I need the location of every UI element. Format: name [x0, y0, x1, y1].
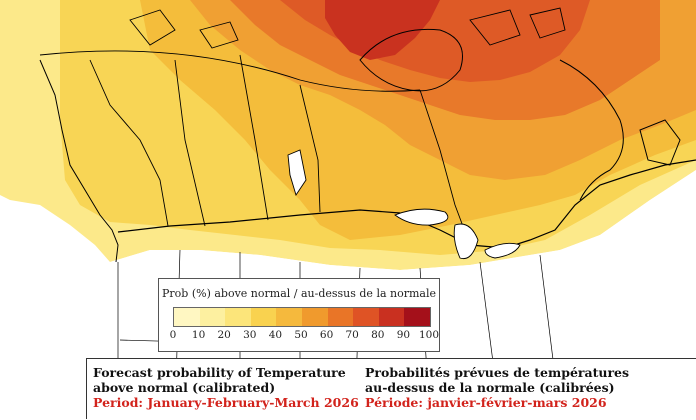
legend-swatch-5: [301, 308, 328, 326]
province-border-sk-mb: [239, 54, 269, 221]
legend-swatch-9: [404, 308, 430, 326]
caption-fr-line2: au-dessus de la normale (calibrées): [365, 380, 615, 395]
newfoundland: [639, 119, 681, 166]
lake-superior: [394, 208, 449, 226]
legend-tick-90: 90: [396, 329, 411, 341]
pacific-coast: [39, 59, 119, 263]
legend-tick-70: 70: [345, 329, 359, 341]
caption-en-line1: Forecast probability of Temperature: [93, 365, 346, 380]
legend-tick-80: 80: [371, 329, 385, 341]
arctic-islands: [129, 7, 566, 49]
legend-swatch-3: [250, 308, 277, 326]
caption-fr-line1: Probabilités prévues de températures: [365, 365, 630, 380]
caption-english: Forecast probability of Temperature abov…: [93, 365, 359, 410]
legend-title: Prob (%) above normal / au-dessus de la …: [162, 287, 436, 300]
legend-swatch-0: [174, 308, 200, 326]
legend-swatch-1: [199, 308, 226, 326]
legend-tick-50: 50: [294, 329, 308, 341]
legend-swatch-4: [276, 308, 302, 326]
province-border-bc-ab: [89, 59, 169, 227]
legend-tick-60: 60: [319, 329, 334, 341]
legend-swatch-7: [353, 308, 379, 326]
lake-winnipeg: [287, 149, 307, 197]
legend-box: Prob (%) above normal / au-dessus de la …: [158, 278, 440, 352]
red-core-zone: [325, 0, 440, 60]
legend-tick-20: 20: [217, 329, 231, 341]
lake-erie-ontario: [484, 242, 521, 259]
legend-tick-0: 0: [169, 329, 177, 341]
legend-tick-10: 10: [191, 329, 206, 341]
lake-michigan-huron: [453, 223, 479, 260]
caption-box: Forecast probability of Temperature abov…: [86, 358, 696, 419]
legend-tick-100: 100: [418, 329, 440, 341]
hudson-bay: [359, 28, 463, 92]
caption-en-line2: above normal (calibrated): [93, 380, 276, 395]
territory-border-north: [39, 50, 421, 92]
province-border-mb-on: [299, 84, 321, 213]
legend-color-scale: [173, 307, 431, 327]
canada-us-border: [117, 159, 696, 249]
legend-tick-40: 40: [268, 329, 283, 341]
legend-tick-30: 30: [243, 329, 257, 341]
legend-swatch-6: [327, 308, 354, 326]
caption-french: Probabilités prévues de températures au-…: [365, 365, 685, 410]
caption-fr-period: Période: janvier-février-mars 2026: [365, 395, 607, 410]
legend-swatch-2: [225, 308, 251, 326]
legend-swatch-8: [378, 308, 405, 326]
atlantic-coast: [559, 59, 624, 201]
legend-tick-labels: 0 10 20 30 40 50 60 70 80 90 100: [167, 329, 439, 343]
caption-en-period: Period: January-February-March 2026: [93, 395, 359, 410]
province-border-ab-sk: [174, 59, 206, 227]
